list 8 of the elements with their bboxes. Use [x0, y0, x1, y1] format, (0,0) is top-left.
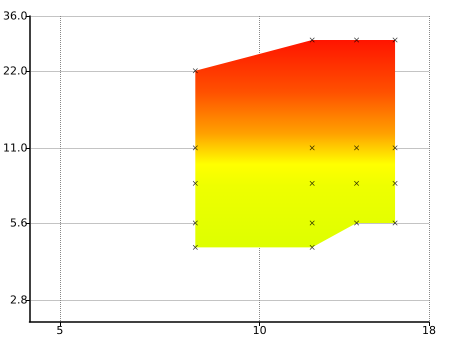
y-tick-label: 5.6	[10, 216, 28, 230]
y-tick-label: 22.0	[2, 64, 28, 78]
x-tick-label: 10	[252, 324, 267, 337]
x-tick-label: 5	[56, 324, 64, 337]
x-tick-label: 18	[422, 324, 436, 337]
y-tick-label: 2.8	[10, 294, 28, 307]
y-tick-label: 36.0	[2, 10, 28, 22]
y-tick-label: 11.0	[2, 141, 28, 154]
